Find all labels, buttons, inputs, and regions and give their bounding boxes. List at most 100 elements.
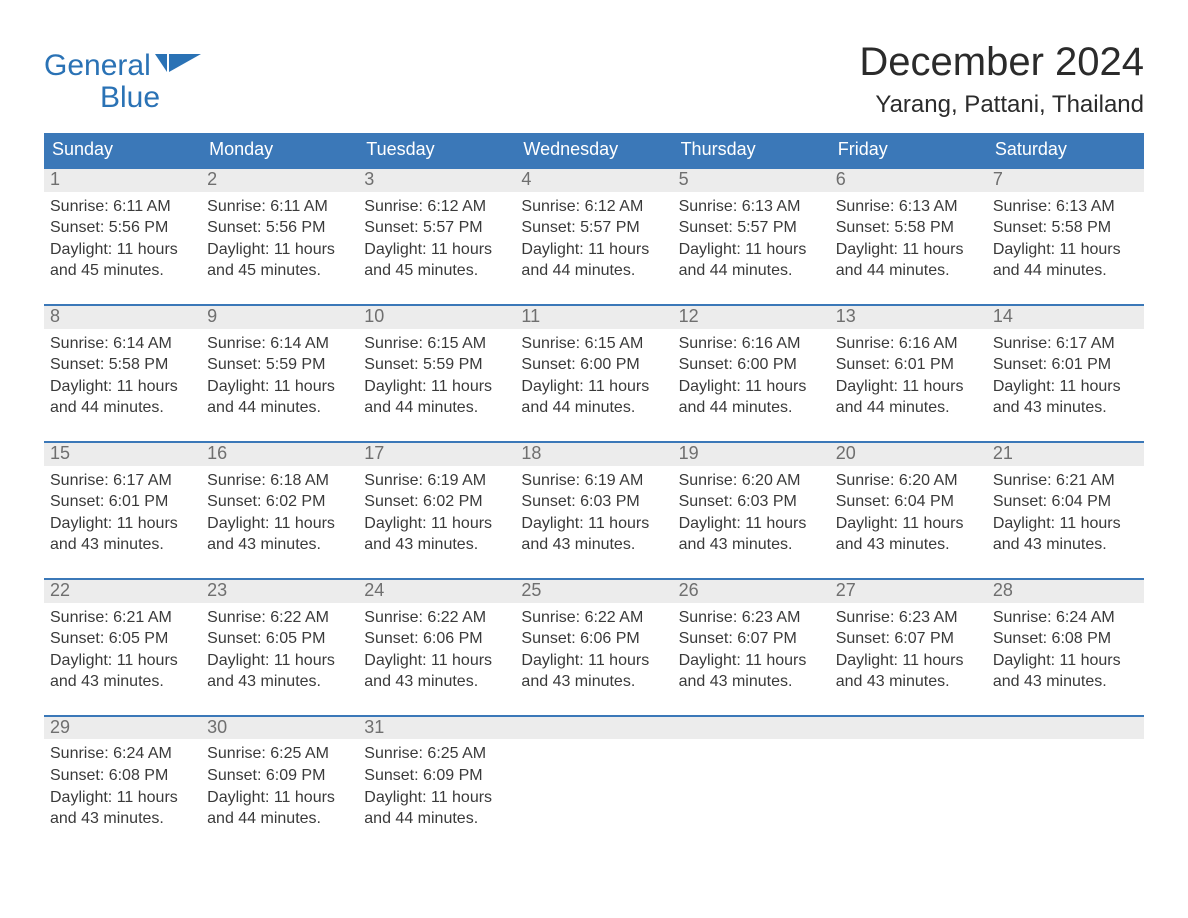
week-row: 1Sunrise: 6:11 AMSunset: 5:56 PMDaylight… — [44, 167, 1144, 288]
daylight-text-2: and 43 minutes. — [50, 671, 195, 693]
day-number: 28 — [987, 580, 1144, 603]
sunset-text: Sunset: 6:01 PM — [993, 354, 1138, 376]
day-cell: 21Sunrise: 6:21 AMSunset: 6:04 PMDayligh… — [987, 443, 1144, 562]
day-cell — [515, 717, 672, 836]
sunrise-text: Sunrise: 6:18 AM — [207, 470, 352, 492]
daylight-text-1: Daylight: 11 hours — [207, 239, 352, 261]
daylight-text-1: Daylight: 11 hours — [993, 376, 1138, 398]
sunrise-text: Sunrise: 6:23 AM — [836, 607, 981, 629]
sunset-text: Sunset: 5:58 PM — [50, 354, 195, 376]
sunrise-text: Sunrise: 6:15 AM — [521, 333, 666, 355]
sunrise-text: Sunrise: 6:25 AM — [364, 743, 509, 765]
day-body — [673, 739, 830, 831]
sunset-text: Sunset: 5:58 PM — [836, 217, 981, 239]
daylight-text-1: Daylight: 11 hours — [836, 513, 981, 535]
day-number: 27 — [830, 580, 987, 603]
week-row: 15Sunrise: 6:17 AMSunset: 6:01 PMDayligh… — [44, 441, 1144, 562]
day-cell: 16Sunrise: 6:18 AMSunset: 6:02 PMDayligh… — [201, 443, 358, 562]
sunrise-text: Sunrise: 6:14 AM — [207, 333, 352, 355]
day-body: Sunrise: 6:21 AMSunset: 6:04 PMDaylight:… — [987, 466, 1144, 562]
day-body: Sunrise: 6:23 AMSunset: 6:07 PMDaylight:… — [673, 603, 830, 699]
day-body: Sunrise: 6:12 AMSunset: 5:57 PMDaylight:… — [515, 192, 672, 288]
day-body: Sunrise: 6:13 AMSunset: 5:57 PMDaylight:… — [673, 192, 830, 288]
day-number: 2 — [201, 169, 358, 192]
daylight-text-2: and 44 minutes. — [836, 260, 981, 282]
sunrise-text: Sunrise: 6:16 AM — [836, 333, 981, 355]
sunrise-text: Sunrise: 6:22 AM — [207, 607, 352, 629]
sunset-text: Sunset: 6:03 PM — [521, 491, 666, 513]
day-number: 14 — [987, 306, 1144, 329]
day-number: 6 — [830, 169, 987, 192]
daylight-text-2: and 43 minutes. — [207, 534, 352, 556]
sunset-text: Sunset: 6:06 PM — [521, 628, 666, 650]
daylight-text-2: and 43 minutes. — [836, 534, 981, 556]
daylight-text-2: and 44 minutes. — [207, 397, 352, 419]
sunrise-text: Sunrise: 6:17 AM — [993, 333, 1138, 355]
daylight-text-2: and 43 minutes. — [50, 808, 195, 830]
sunset-text: Sunset: 6:07 PM — [836, 628, 981, 650]
day-body: Sunrise: 6:14 AMSunset: 5:58 PMDaylight:… — [44, 329, 201, 425]
day-body: Sunrise: 6:12 AMSunset: 5:57 PMDaylight:… — [358, 192, 515, 288]
sunset-text: Sunset: 6:05 PM — [207, 628, 352, 650]
day-body: Sunrise: 6:22 AMSunset: 6:05 PMDaylight:… — [201, 603, 358, 699]
sunset-text: Sunset: 6:05 PM — [50, 628, 195, 650]
daylight-text-1: Daylight: 11 hours — [50, 513, 195, 535]
sunset-text: Sunset: 5:56 PM — [207, 217, 352, 239]
day-cell: 15Sunrise: 6:17 AMSunset: 6:01 PMDayligh… — [44, 443, 201, 562]
header: General Blue December 2024 Yarang, Patta… — [44, 40, 1144, 119]
day-body: Sunrise: 6:20 AMSunset: 6:04 PMDaylight:… — [830, 466, 987, 562]
day-body: Sunrise: 6:19 AMSunset: 6:03 PMDaylight:… — [515, 466, 672, 562]
sunrise-text: Sunrise: 6:17 AM — [50, 470, 195, 492]
daylight-text-1: Daylight: 11 hours — [364, 239, 509, 261]
day-cell — [830, 717, 987, 836]
day-cell: 22Sunrise: 6:21 AMSunset: 6:05 PMDayligh… — [44, 580, 201, 699]
day-number: 3 — [358, 169, 515, 192]
sunrise-text: Sunrise: 6:14 AM — [50, 333, 195, 355]
sunset-text: Sunset: 6:03 PM — [679, 491, 824, 513]
day-number: 30 — [201, 717, 358, 740]
day-number: 16 — [201, 443, 358, 466]
sunrise-text: Sunrise: 6:24 AM — [50, 743, 195, 765]
daylight-text-2: and 44 minutes. — [207, 808, 352, 830]
day-cell: 4Sunrise: 6:12 AMSunset: 5:57 PMDaylight… — [515, 169, 672, 288]
daylight-text-1: Daylight: 11 hours — [836, 239, 981, 261]
week-row: 29Sunrise: 6:24 AMSunset: 6:08 PMDayligh… — [44, 715, 1144, 836]
day-cell: 13Sunrise: 6:16 AMSunset: 6:01 PMDayligh… — [830, 306, 987, 425]
daylight-text-2: and 43 minutes. — [364, 534, 509, 556]
daylight-text-2: and 43 minutes. — [679, 534, 824, 556]
sunset-text: Sunset: 6:09 PM — [364, 765, 509, 787]
day-number: 24 — [358, 580, 515, 603]
daylight-text-1: Daylight: 11 hours — [679, 513, 824, 535]
daylight-text-2: and 44 minutes. — [836, 397, 981, 419]
day-number: 9 — [201, 306, 358, 329]
day-body: Sunrise: 6:24 AMSunset: 6:08 PMDaylight:… — [44, 739, 201, 835]
day-cell: 17Sunrise: 6:19 AMSunset: 6:02 PMDayligh… — [358, 443, 515, 562]
brand-logo: General Blue — [44, 40, 203, 113]
day-number — [987, 717, 1144, 739]
day-body: Sunrise: 6:23 AMSunset: 6:07 PMDaylight:… — [830, 603, 987, 699]
daylight-text-1: Daylight: 11 hours — [521, 376, 666, 398]
dayname-sunday: Sunday — [44, 133, 201, 167]
sunrise-text: Sunrise: 6:21 AM — [993, 470, 1138, 492]
daylight-text-2: and 44 minutes. — [50, 397, 195, 419]
sunset-text: Sunset: 5:59 PM — [364, 354, 509, 376]
sunset-text: Sunset: 5:56 PM — [50, 217, 195, 239]
daylight-text-1: Daylight: 11 hours — [207, 787, 352, 809]
day-cell: 1Sunrise: 6:11 AMSunset: 5:56 PMDaylight… — [44, 169, 201, 288]
daylight-text-1: Daylight: 11 hours — [679, 376, 824, 398]
day-body: Sunrise: 6:11 AMSunset: 5:56 PMDaylight:… — [201, 192, 358, 288]
daylight-text-2: and 45 minutes. — [50, 260, 195, 282]
day-body: Sunrise: 6:24 AMSunset: 6:08 PMDaylight:… — [987, 603, 1144, 699]
daylight-text-2: and 43 minutes. — [50, 534, 195, 556]
location: Yarang, Pattani, Thailand — [859, 91, 1144, 119]
sunset-text: Sunset: 5:57 PM — [679, 217, 824, 239]
daylight-text-2: and 43 minutes. — [993, 671, 1138, 693]
day-cell: 12Sunrise: 6:16 AMSunset: 6:00 PMDayligh… — [673, 306, 830, 425]
sunrise-text: Sunrise: 6:13 AM — [993, 196, 1138, 218]
daylight-text-1: Daylight: 11 hours — [993, 239, 1138, 261]
sunset-text: Sunset: 5:58 PM — [993, 217, 1138, 239]
daylight-text-2: and 44 minutes. — [364, 808, 509, 830]
dayname-monday: Monday — [201, 133, 358, 167]
day-cell: 29Sunrise: 6:24 AMSunset: 6:08 PMDayligh… — [44, 717, 201, 836]
sunset-text: Sunset: 5:57 PM — [364, 217, 509, 239]
